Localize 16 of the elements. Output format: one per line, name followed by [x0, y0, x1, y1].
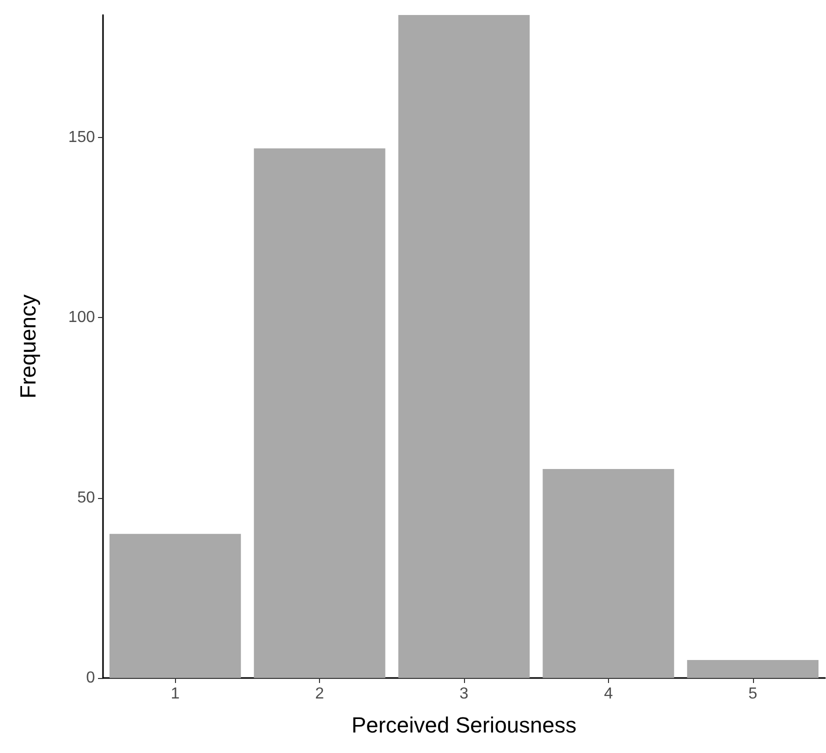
y-tick-label: 150 [68, 129, 96, 146]
y-tick-label: 0 [86, 670, 96, 686]
y-tick-label: 50 [77, 489, 96, 506]
bar [542, 469, 674, 678]
x-axis-title: Perceived Seriousness [351, 712, 577, 738]
x-tick-label: 5 [748, 686, 758, 702]
bar [110, 534, 241, 678]
y-tick-label: 100 [68, 309, 96, 326]
x-tick-label: 2 [315, 686, 324, 702]
x-tick-label: 4 [604, 686, 613, 702]
bar [398, 15, 530, 678]
x-tick-label: 3 [460, 686, 469, 702]
y-axis-title: Frequency [16, 294, 40, 398]
x-tick-label: 1 [170, 686, 180, 702]
bar [254, 148, 386, 678]
bar [687, 660, 818, 678]
